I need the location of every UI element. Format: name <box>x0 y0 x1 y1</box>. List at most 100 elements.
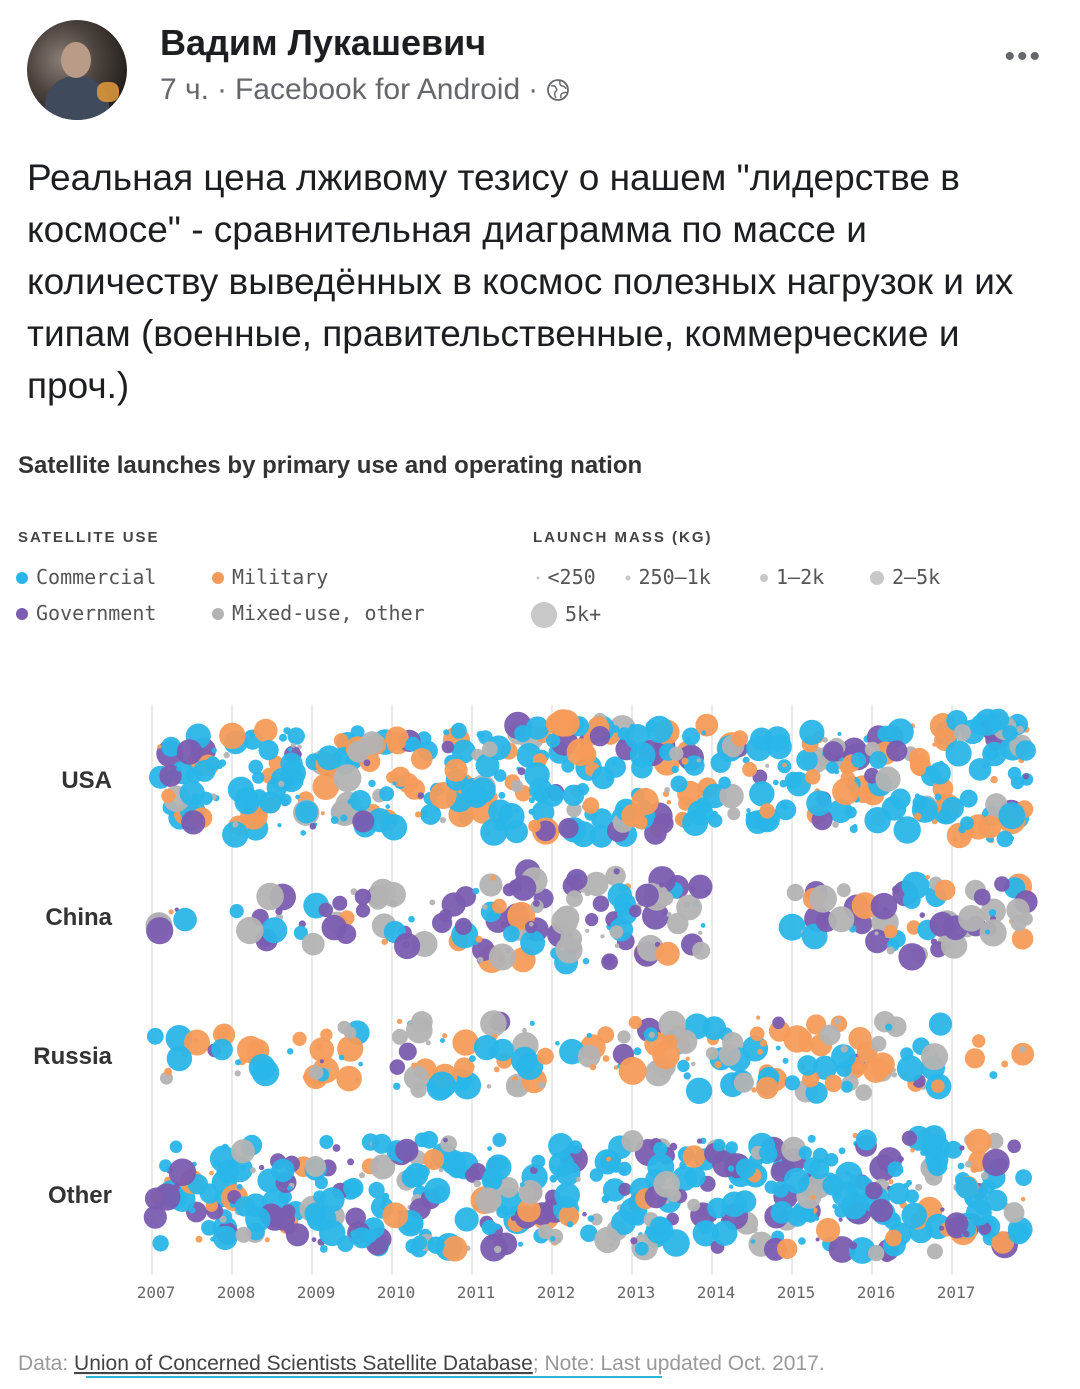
satellite-bubble <box>319 1187 345 1213</box>
author-name[interactable]: Вадим Лукашевич <box>160 22 487 63</box>
satellite-bubble <box>749 1026 765 1042</box>
author-avatar[interactable] <box>27 20 127 120</box>
satellite-bubble <box>891 1072 898 1078</box>
globe-icon <box>547 79 570 101</box>
satellite-bubble <box>319 1059 324 1064</box>
satellite-bubble <box>979 815 984 820</box>
satellite-bubble <box>782 762 787 768</box>
post-time[interactable]: 7 ч. <box>160 73 209 106</box>
satellite-bubble <box>805 769 821 785</box>
legend-dot-1 <box>212 572 224 584</box>
satellite-bubble <box>809 884 837 913</box>
satellite-bubble <box>589 726 611 747</box>
satellite-bubble <box>719 783 744 809</box>
legend-mass-label: <250 <box>548 565 596 589</box>
satellite-bubble <box>481 741 498 758</box>
satellite-bubble <box>209 1170 214 1176</box>
satellite-bubble <box>698 930 703 935</box>
satellite-bubble <box>173 907 197 932</box>
more-options-button[interactable]: ••• <box>1004 40 1042 73</box>
satellite-bubble <box>883 907 888 912</box>
satellite-bubble <box>368 1181 385 1199</box>
satellite-bubble <box>486 1084 492 1089</box>
satellite-bubble <box>395 1138 419 1163</box>
satellite-bubble <box>884 924 898 939</box>
satellite-bubble <box>468 1163 487 1181</box>
satellite-bubble <box>886 946 895 955</box>
satellite-bubble <box>550 1235 556 1242</box>
satellite-bubble <box>525 716 550 740</box>
satellite-bubble <box>1011 1042 1035 1066</box>
satellite-bubble <box>828 906 855 933</box>
satellite-bubble <box>676 894 702 921</box>
satellite-bubble <box>424 1177 451 1204</box>
satellite-bubble <box>659 882 665 888</box>
satellite-bubble <box>280 752 303 775</box>
satellite-bubble <box>577 1044 601 1068</box>
satellite-bubble <box>621 1130 644 1153</box>
satellite-bubble <box>216 1026 230 1040</box>
satellite-bubble <box>442 1033 448 1039</box>
source-note: ; Note: Last updated Oct. 2017. <box>533 1352 825 1375</box>
satellite-bubble <box>816 1218 841 1243</box>
satellite-bubble <box>699 1221 713 1235</box>
satellite-bubble <box>393 1082 401 1090</box>
satellite-bubble <box>532 899 540 907</box>
satellite-bubble <box>159 1159 172 1173</box>
satellite-bubble <box>558 818 579 839</box>
satellite-bubble <box>851 892 879 919</box>
satellite-bubble <box>840 1080 854 1093</box>
satellite-bubble <box>452 1029 479 1056</box>
satellite-bubble <box>901 1130 918 1146</box>
satellite-bubble <box>885 1229 902 1247</box>
satellite-bubble <box>277 823 282 828</box>
satellite-bubble <box>309 1037 335 1062</box>
satellite-bubble <box>1001 1060 1009 1068</box>
satellite-bubble <box>810 1194 816 1200</box>
satellite-bubble <box>991 1231 1015 1254</box>
satellite-bubble <box>443 1137 448 1143</box>
satellite-bubble <box>742 756 750 764</box>
satellite-bubble <box>219 1215 227 1223</box>
satellite-bubble <box>232 821 239 828</box>
satellite-bubble <box>541 784 564 807</box>
satellite-bubble <box>885 1023 893 1031</box>
satellite-bubble <box>582 797 600 814</box>
satellite-bubble <box>580 1224 598 1242</box>
satellite-bubble <box>965 1128 992 1155</box>
satellite-bubble <box>700 923 706 928</box>
satellite-bubble <box>759 803 775 819</box>
satellite-bubble <box>644 822 667 845</box>
satellite-bubble <box>477 956 484 963</box>
satellite-bubble <box>630 1237 638 1245</box>
source-link[interactable]: Union of Concerned Scientists Satellite … <box>74 1352 533 1375</box>
satellite-bubble <box>582 1211 587 1217</box>
satellite-bubble <box>287 727 305 745</box>
satellite-bubble <box>602 1055 610 1062</box>
post-meta: 7 ч. · Facebook for Android · <box>160 73 570 107</box>
satellite-bubble <box>340 814 348 822</box>
satellite-bubble <box>597 1026 615 1044</box>
satellite-bubble <box>211 1038 233 1061</box>
satellite-bubble <box>517 1198 541 1223</box>
satellite-bubble <box>684 1166 706 1188</box>
satellite-bubble <box>1007 766 1022 781</box>
satellite-bubble <box>558 1205 580 1227</box>
satellite-bubble <box>688 874 713 899</box>
satellite-bubble <box>742 761 758 777</box>
satellite-bubble <box>428 1071 456 1099</box>
satellite-bubble <box>731 730 749 747</box>
satellite-bubble <box>358 1061 363 1067</box>
satellite-bubble <box>865 929 890 954</box>
legend-mass-title: LAUNCH MASS (KG) <box>533 529 713 546</box>
satellite-bubble <box>380 881 406 908</box>
satellite-bubble <box>1003 1202 1025 1223</box>
satellite-bubble <box>797 1055 818 1076</box>
satellite-bubble <box>192 1038 199 1044</box>
legend-mass-dot-2 <box>760 574 768 582</box>
satellite-bubble <box>487 1146 492 1151</box>
satellite-bubble <box>778 913 806 941</box>
satellite-bubble <box>1002 725 1018 741</box>
satellite-bubble <box>653 1141 668 1157</box>
satellite-bubble <box>663 910 668 916</box>
